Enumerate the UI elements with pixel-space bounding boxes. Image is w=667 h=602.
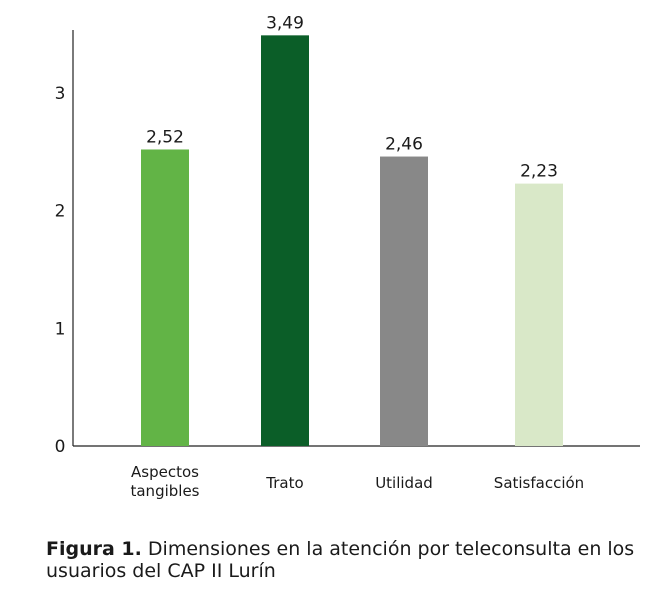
data-label: 2,52 xyxy=(146,127,184,147)
x-tick-label: Trato xyxy=(265,474,303,492)
x-tick-label: Aspectos tangibles xyxy=(130,463,199,500)
x-tick-label: Satisfacción xyxy=(494,474,584,492)
bar-chart: 0 1 2 3 2,52 Aspectos tangibles 3,49 Trato 2,46 Ut… xyxy=(55,13,640,500)
y-tick-label: 3 xyxy=(55,84,66,104)
bar xyxy=(261,35,309,447)
bar xyxy=(141,149,189,447)
caption-label: Figura 1. xyxy=(46,538,142,560)
caption-text: Dimensiones en la atención por teleconsu… xyxy=(46,538,635,582)
y-tick-label: 1 xyxy=(55,319,66,339)
bar xyxy=(515,183,563,446)
x-tick-label: Utilidad xyxy=(375,474,433,492)
data-label: 2,46 xyxy=(385,135,423,155)
data-label: 3,49 xyxy=(266,13,304,33)
figure-caption: Figura 1. Dimensiones en la atención por… xyxy=(46,538,656,582)
y-tick-label: 0 xyxy=(55,437,66,457)
bar xyxy=(380,156,428,447)
y-tick-label: 2 xyxy=(55,202,66,222)
data-label: 2,23 xyxy=(520,162,558,182)
